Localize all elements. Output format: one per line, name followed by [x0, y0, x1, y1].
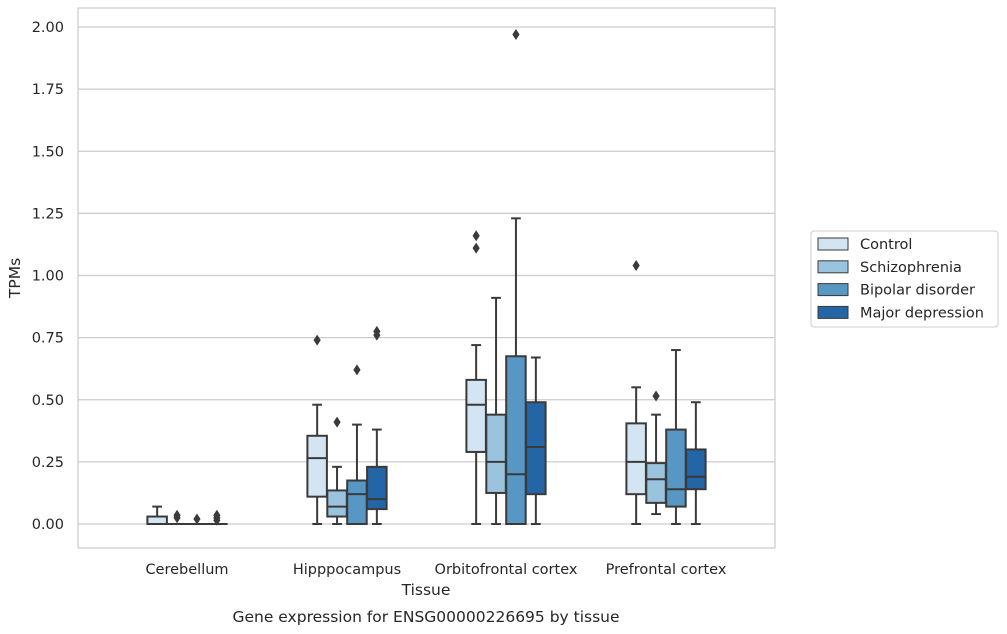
box [685, 448, 707, 491]
outlier-point [213, 509, 221, 521]
box-group [206, 509, 228, 526]
box-group [625, 260, 647, 525]
box-group [366, 325, 388, 525]
box [665, 428, 687, 508]
box-group [306, 334, 328, 525]
outlier-point [472, 230, 480, 242]
legend-swatch [817, 305, 849, 319]
box-group [645, 390, 667, 516]
box [625, 422, 647, 496]
boxes-layer [146, 28, 707, 526]
y-tick-label: 1.50 [32, 144, 64, 160]
x-tick-label: Cerebellum [145, 562, 228, 578]
legend-label: Schizophrenia [860, 260, 962, 276]
outlier-point [333, 416, 341, 428]
outlier-point [373, 325, 381, 337]
x-tick-labels: Cerebellum Hipppocampus Orbitofrontal cort… [145, 562, 726, 578]
y-tick-label: 0.00 [32, 517, 64, 533]
outlier-point [632, 260, 640, 272]
box [146, 515, 168, 525]
legend-label: Major depression [860, 305, 984, 321]
chart-caption: Gene expression for ENSG00000226695 by t… [232, 608, 619, 626]
legend: Control Schizophrenia Bipolar disorder Majo… [810, 230, 999, 328]
box-group [346, 364, 368, 526]
box [505, 355, 527, 526]
x-tick-label: Orbitofrontal cortex [435, 562, 578, 578]
outlier-point [193, 513, 201, 525]
outlier-point [472, 242, 480, 254]
box [346, 479, 368, 526]
x-tick-label: Hipppocampus [293, 562, 401, 578]
x-axis-label: Tissue [401, 581, 451, 599]
box-group [505, 28, 527, 526]
box [366, 465, 388, 511]
y-tick-label: 0.25 [32, 455, 64, 471]
outlier-point [313, 334, 321, 346]
y-tick-labels: 0.00 0.25 0.50 0.75 1.00 1.25 1.50 1.75 2.00 [32, 20, 64, 533]
legend-label: Control [860, 237, 912, 253]
box-group [525, 356, 547, 525]
box-group [685, 401, 707, 525]
legend-label: Bipolar disorder [860, 283, 975, 299]
outlier-point [652, 390, 660, 402]
outlier-point [353, 364, 361, 376]
y-axis-label: TPMs [6, 258, 24, 299]
box-group [326, 416, 348, 525]
y-tick-label: 1.00 [32, 269, 64, 285]
y-tick-label: 0.50 [32, 393, 64, 409]
box [326, 489, 348, 518]
legend-swatch [817, 283, 849, 297]
legend-frame [810, 230, 999, 328]
outlier-point [512, 28, 520, 40]
box [525, 401, 547, 496]
legend-swatch [817, 237, 849, 251]
legend-swatch [817, 260, 849, 274]
y-tick-label: 2.00 [32, 20, 64, 36]
plot-background [78, 8, 775, 548]
y-tick-label: 1.25 [32, 206, 64, 222]
box-group [665, 349, 687, 525]
box [645, 462, 667, 504]
outlier-point [173, 509, 181, 521]
box [465, 378, 487, 453]
y-tick-label: 1.75 [32, 82, 64, 98]
x-tick-label: Prefrontal cortex [606, 562, 727, 578]
box [485, 413, 507, 494]
box [306, 434, 328, 498]
box-group [186, 513, 208, 526]
box-group [146, 505, 168, 525]
plot-frame [77, 7, 776, 549]
y-tick-label: 0.75 [32, 331, 64, 347]
